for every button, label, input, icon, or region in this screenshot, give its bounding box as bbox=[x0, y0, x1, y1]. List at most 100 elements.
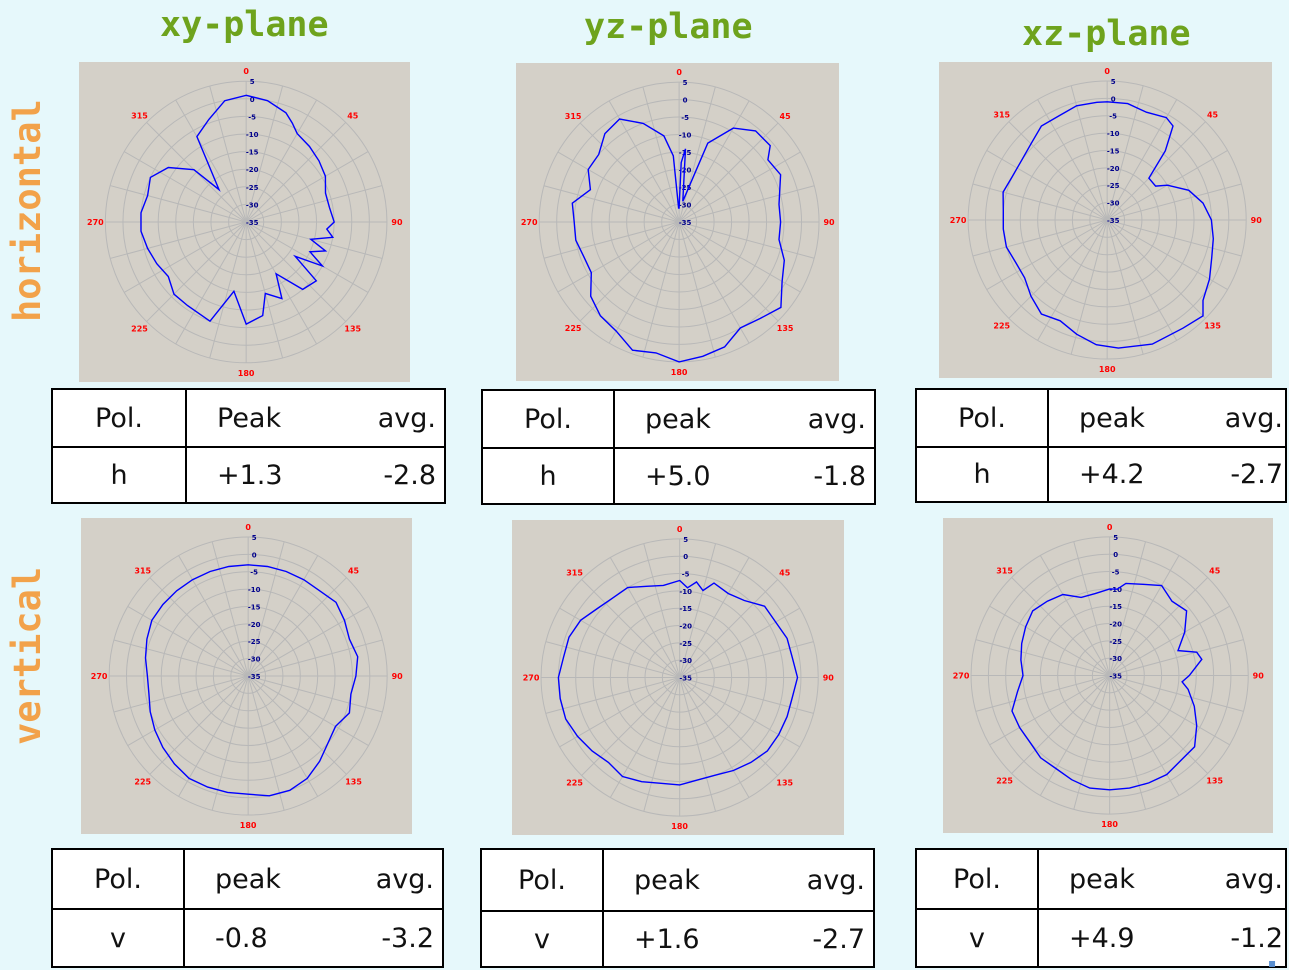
ring-tick-label: 5 bbox=[252, 534, 257, 542]
ring-tick-label: 0 bbox=[1111, 95, 1116, 103]
polar-chart-svg: 0459013518022527031550-5-10-15-20-25-30-… bbox=[87, 67, 403, 378]
table-cell-pol: h bbox=[915, 446, 1049, 503]
angle-tick-label: 0 bbox=[1107, 523, 1113, 532]
grid-spoke bbox=[248, 675, 383, 713]
ring-tick-label: -10 bbox=[1109, 586, 1122, 594]
ring-tick-label: -20 bbox=[1109, 621, 1122, 629]
table-header-pol: Pol. bbox=[915, 848, 1039, 910]
pattern-trace bbox=[144, 564, 359, 797]
grid-spoke bbox=[679, 607, 800, 678]
grid-spoke bbox=[175, 221, 247, 345]
grid-spoke bbox=[545, 641, 680, 678]
grid-spoke bbox=[609, 677, 681, 798]
grid-spoke bbox=[1106, 219, 1206, 319]
grid-spoke bbox=[209, 221, 247, 359]
ring-tick-label: -20 bbox=[679, 167, 692, 175]
grid-spoke bbox=[678, 221, 716, 358]
grid-spoke bbox=[211, 541, 249, 677]
grid-spoke bbox=[245, 85, 284, 223]
grid-spoke bbox=[1073, 675, 1111, 810]
grid-spoke bbox=[245, 221, 347, 322]
ring-tick-label: -5 bbox=[250, 569, 258, 577]
stats-table-yz-horizontal: Pol. peak avg. h +5.0 -1.8 bbox=[481, 389, 876, 505]
grid-spoke bbox=[175, 99, 247, 223]
table-cell-pol: h bbox=[481, 447, 615, 505]
angle-tick-label: 270 bbox=[523, 674, 540, 683]
table-header-pol: Pol. bbox=[51, 388, 187, 448]
table-cell-avg: -3.2 bbox=[381, 922, 434, 954]
ring-tick-label: -10 bbox=[248, 586, 261, 594]
angle-tick-label: 270 bbox=[87, 218, 104, 227]
polar-grid bbox=[538, 81, 820, 363]
grid-spoke bbox=[149, 577, 249, 677]
grid-spoke bbox=[608, 221, 680, 344]
grid-spoke bbox=[679, 579, 779, 678]
ring-tick-label: 5 bbox=[250, 78, 255, 86]
grid-spoke bbox=[245, 221, 317, 345]
angle-tick-label: 180 bbox=[240, 821, 257, 830]
angle-tick-label: 45 bbox=[780, 112, 792, 121]
grid-spoke bbox=[679, 641, 814, 678]
table-header-peak: Peak bbox=[217, 402, 282, 434]
ring-tick-label: 5 bbox=[683, 536, 688, 544]
angle-tick-label: 90 bbox=[823, 218, 835, 227]
grid-spoke bbox=[1109, 675, 1244, 712]
polar-chart-xy-horizontal: 0 45 90 135 180 225 270 315 5 0 -5 -10 -15 -20 -25 -30-… bbox=[79, 62, 410, 382]
angle-tick-label: 180 bbox=[238, 369, 255, 378]
ring-tick-label: -5 bbox=[682, 571, 690, 579]
ring-tick-label: -10 bbox=[679, 588, 692, 596]
grid-spoke bbox=[127, 606, 249, 677]
grid-spoke bbox=[246, 221, 383, 259]
grid-spoke bbox=[678, 100, 750, 223]
table-header-peak: peak bbox=[634, 864, 700, 896]
table-header-avg: avg. bbox=[807, 403, 866, 435]
grid-spoke bbox=[245, 221, 369, 293]
ring-tick-label: -5 bbox=[1112, 569, 1120, 577]
ring-tick-label: 5 bbox=[1113, 534, 1118, 542]
ring-tick-label: -20 bbox=[248, 621, 261, 629]
grid-spoke bbox=[1039, 675, 1111, 796]
grid-spoke bbox=[1106, 121, 1206, 221]
ring-tick-label: -35 bbox=[1109, 673, 1122, 681]
grid-spoke bbox=[986, 219, 1108, 290]
table-header-pol: Pol. bbox=[480, 848, 604, 912]
polar-chart-svg: 0459013518022527031550-5-10-15-20-25-30-… bbox=[521, 68, 835, 377]
grid-spoke bbox=[1107, 183, 1242, 221]
grid-spoke bbox=[679, 557, 750, 678]
grid-spoke bbox=[678, 221, 750, 344]
table-cell-avg: -1.2 bbox=[1230, 922, 1283, 954]
ring-tick-label: -5 bbox=[1109, 113, 1117, 121]
ring-tick-label: -35 bbox=[1107, 217, 1120, 225]
angle-tick-label: 90 bbox=[1253, 672, 1265, 681]
table-cell-avg: -2.8 bbox=[383, 459, 436, 491]
polar-chart-svg: 0459013518022527031550-5-10-15-20-25-30-… bbox=[523, 525, 835, 831]
ring-tick-label: -35 bbox=[248, 673, 261, 681]
angle-tick-label: 180 bbox=[1099, 365, 1116, 374]
grid-spoke bbox=[581, 677, 681, 776]
grid-spoke bbox=[975, 675, 1110, 712]
grid-spoke bbox=[678, 151, 801, 223]
table-cell-avg: -2.7 bbox=[812, 923, 865, 955]
angle-tick-label: 135 bbox=[344, 325, 361, 334]
ring-tick-label: -30 bbox=[246, 201, 259, 209]
ring-tick-label: 0 bbox=[250, 96, 255, 104]
ring-tick-label: 0 bbox=[683, 97, 688, 105]
grid-spoke bbox=[247, 577, 347, 677]
ring-tick-label: -20 bbox=[679, 623, 692, 631]
ring-tick-label: -5 bbox=[681, 114, 689, 122]
grid-spoke bbox=[678, 86, 716, 223]
grid-spoke bbox=[559, 607, 680, 678]
grid-spoke bbox=[123, 221, 247, 293]
angle-tick-label: 0 bbox=[1104, 67, 1110, 76]
table-header-pol: Pol. bbox=[481, 389, 615, 449]
grid-spoke bbox=[1109, 675, 1147, 810]
polar-chart-yz-vertical: 0 45 90 135 180 225 270 315 5 0 -5 -10 -15 -20 -25 -30-… bbox=[512, 520, 844, 835]
ring-tick-label: -30 bbox=[1107, 200, 1120, 208]
grid-spoke bbox=[247, 675, 319, 797]
ring-tick-label: 0 bbox=[683, 553, 688, 561]
grid-spoke bbox=[149, 675, 249, 775]
grid-spoke bbox=[1109, 675, 1230, 746]
grid-spoke bbox=[559, 677, 680, 748]
polar-grid bbox=[970, 536, 1249, 815]
row-title-horizontal: horizontal bbox=[6, 99, 49, 322]
